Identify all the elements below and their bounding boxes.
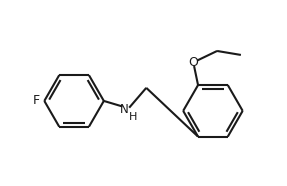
Text: N: N bbox=[120, 103, 129, 116]
Text: O: O bbox=[188, 56, 198, 69]
Text: F: F bbox=[32, 94, 40, 108]
Text: H: H bbox=[129, 112, 137, 122]
